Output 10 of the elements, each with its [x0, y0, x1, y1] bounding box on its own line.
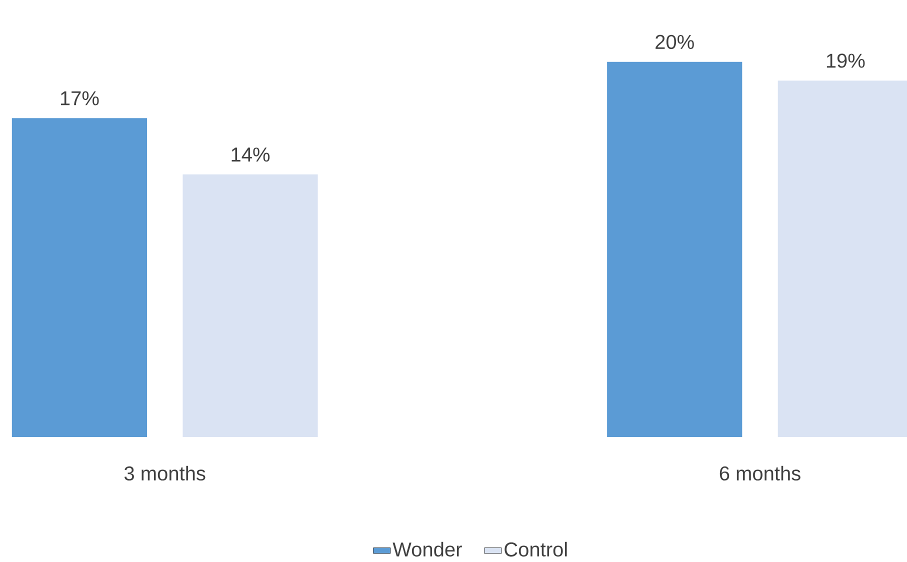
data-label: 19% [826, 54, 865, 68]
x-tick-label: 3 months [124, 466, 206, 481]
legend-label: Control [504, 542, 567, 557]
x-tick-label: 6 months [720, 466, 800, 481]
legend-label: Wonder [392, 542, 462, 557]
data-label: 17% [60, 91, 99, 106]
bar [12, 118, 148, 437]
data-label: 14% [232, 148, 270, 162]
data-label: 20% [656, 34, 694, 50]
bar [607, 62, 742, 437]
